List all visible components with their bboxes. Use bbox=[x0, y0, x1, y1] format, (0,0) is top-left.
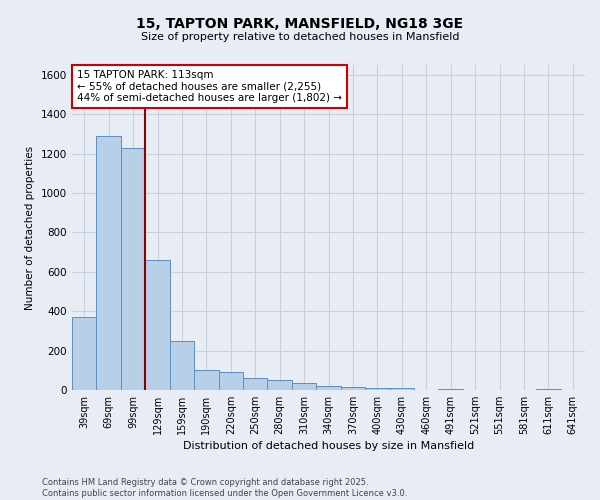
Bar bbox=[292, 383, 316, 390]
Bar bbox=[439, 389, 463, 390]
Bar bbox=[243, 378, 268, 390]
Bar bbox=[72, 317, 97, 390]
Text: 15, TAPTON PARK, MANSFIELD, NG18 3GE: 15, TAPTON PARK, MANSFIELD, NG18 3GE bbox=[136, 18, 464, 32]
Bar bbox=[97, 136, 121, 390]
Bar bbox=[316, 386, 341, 390]
X-axis label: Distribution of detached houses by size in Mansfield: Distribution of detached houses by size … bbox=[183, 441, 474, 451]
Text: Contains HM Land Registry data © Crown copyright and database right 2025.
Contai: Contains HM Land Registry data © Crown c… bbox=[42, 478, 407, 498]
Bar bbox=[194, 370, 218, 390]
Bar bbox=[218, 372, 243, 390]
Bar bbox=[389, 388, 414, 390]
Text: Size of property relative to detached houses in Mansfield: Size of property relative to detached ho… bbox=[141, 32, 459, 42]
Bar bbox=[341, 387, 365, 390]
Bar bbox=[121, 148, 145, 390]
Bar bbox=[365, 388, 389, 390]
Bar bbox=[268, 380, 292, 390]
Y-axis label: Number of detached properties: Number of detached properties bbox=[25, 146, 35, 310]
Bar bbox=[145, 260, 170, 390]
Text: 15 TAPTON PARK: 113sqm
← 55% of detached houses are smaller (2,255)
44% of semi-: 15 TAPTON PARK: 113sqm ← 55% of detached… bbox=[77, 70, 342, 103]
Bar bbox=[170, 341, 194, 390]
